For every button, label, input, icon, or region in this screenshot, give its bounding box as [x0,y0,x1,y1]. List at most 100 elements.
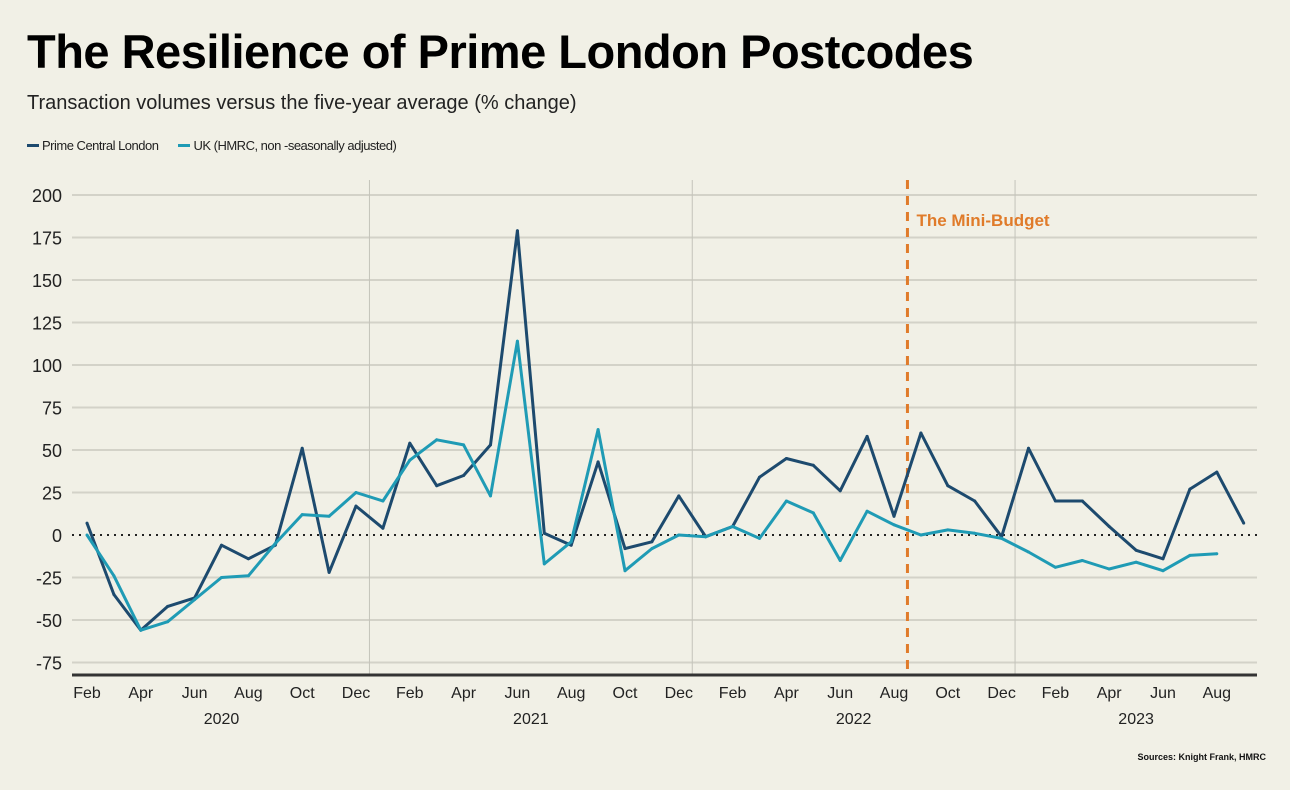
data-point-uk [489,494,492,498]
data-point-pcl [166,604,170,608]
data-point-uk [731,525,735,528]
data-point-uk [1053,565,1057,569]
data-point-pcl [623,547,627,551]
data-point-pcl [811,463,815,467]
data-point-uk [220,576,223,579]
data-point-pcl [892,514,896,518]
data-point-pcl [1027,446,1030,450]
x-tick-label: Jun [1150,685,1176,702]
data-point-uk [784,499,788,503]
y-tick-label: 200 [32,186,62,206]
data-point-pcl [596,460,600,464]
data-point-uk [596,428,600,432]
data-point-pcl [1242,521,1246,525]
data-point-uk [1215,552,1219,556]
data-point-pcl [838,489,842,493]
data-point-pcl [408,441,412,445]
y-tick-label: 125 [32,314,62,334]
data-point-uk [650,547,654,551]
chart-subtitle: Transaction volumes versus the five-year… [27,92,577,114]
data-point-pcl [85,521,89,525]
data-point-uk [112,574,116,578]
data-point-uk [811,511,815,515]
legend-label-uk: UK (HMRC, non -seasonally adjusted) [193,138,397,153]
data-point-uk [623,569,627,573]
data-point-uk [166,620,170,624]
data-point-uk [973,531,977,535]
data-point-pcl [1161,557,1165,561]
legend-label-pcl: Prime Central London [42,138,159,153]
data-point-pcl [1134,548,1138,552]
x-tick-label: Apr [774,685,800,702]
x-tick-label: Feb [73,685,101,702]
y-tick-label: 175 [32,229,62,249]
data-point-pcl [1215,470,1219,474]
data-point-uk [542,562,546,566]
data-point-uk [139,628,143,632]
data-point-uk [892,523,896,527]
data-point-pcl [650,540,654,544]
legend-item-uk: UK (HMRC, non -seasonally adjusted) [178,138,397,153]
x-tick-label: Oct [613,685,638,702]
data-point-pcl [462,474,466,477]
data-point-pcl [1107,525,1111,528]
x-tick-label: Apr [451,685,477,702]
data-point-pcl [327,570,331,574]
data-point-uk [758,536,761,540]
data-point-pcl [542,531,546,535]
y-tick-label: 100 [32,356,62,376]
data-point-uk [1107,567,1111,571]
y-tick-label: -25 [36,569,62,589]
data-point-pcl [112,593,116,596]
year-label: 2021 [513,711,549,728]
data-point-uk [327,514,331,518]
y-tick-label: 75 [42,399,62,419]
y-tick-label: 150 [32,271,62,291]
x-tick-label: Aug [1203,685,1231,702]
y-tick-label: -75 [36,654,62,674]
data-point-uk [1134,560,1138,564]
year-label: 2022 [836,711,872,728]
x-tick-label: Jun [182,685,208,702]
y-tick-label: 25 [42,484,62,504]
x-tick-label: Apr [1097,685,1123,702]
data-point-uk [865,509,869,513]
x-tick-label: Aug [234,685,262,702]
source-note: Sources: Knight Frank, HMRC [1137,752,1266,762]
legend-swatch-pcl [27,144,39,147]
x-tick-label: Aug [880,685,908,702]
data-point-pcl [354,504,358,508]
x-tick-label: Dec [342,685,370,702]
data-point-uk [273,542,277,545]
data-point-uk [462,443,466,447]
data-point-pcl [246,557,250,561]
x-tick-label: Feb [396,685,424,702]
data-point-uk [1027,550,1030,554]
legend-swatch-uk [178,144,191,147]
data-point-pcl [381,526,385,530]
y-tick-label: 50 [42,441,62,461]
data-point-uk [1080,559,1084,562]
x-tick-label: Oct [290,685,315,702]
data-point-uk [919,533,923,537]
data-point-pcl [435,484,439,488]
data-point-uk [569,540,573,544]
data-point-pcl [946,484,950,488]
x-tick-label: Jun [505,685,531,702]
data-point-pcl [489,443,492,447]
data-point-uk [677,533,681,537]
data-point-uk [85,533,89,537]
y-tick-label: -50 [36,611,62,631]
data-point-uk [1161,569,1165,573]
x-tick-label: Aug [557,685,585,702]
x-tick-label: Dec [987,685,1015,702]
data-point-pcl [300,446,304,450]
data-point-uk [838,559,842,562]
data-point-uk [704,535,708,539]
data-point-uk [946,528,950,532]
data-point-uk [515,339,519,343]
data-point-pcl [220,543,223,547]
data-point-uk [354,491,358,494]
data-point-pcl [919,431,923,435]
